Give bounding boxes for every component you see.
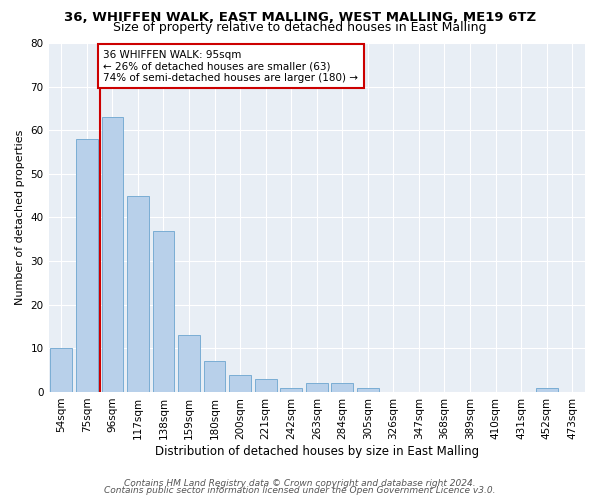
Text: Contains HM Land Registry data © Crown copyright and database right 2024.: Contains HM Land Registry data © Crown c… xyxy=(124,478,476,488)
Bar xyxy=(280,388,302,392)
Bar xyxy=(306,383,328,392)
Bar xyxy=(357,388,379,392)
Y-axis label: Number of detached properties: Number of detached properties xyxy=(15,130,25,305)
Text: 36, WHIFFEN WALK, EAST MALLING, WEST MALLING, ME19 6TZ: 36, WHIFFEN WALK, EAST MALLING, WEST MAL… xyxy=(64,11,536,24)
Bar xyxy=(255,379,277,392)
Bar xyxy=(101,117,123,392)
Text: Size of property relative to detached houses in East Malling: Size of property relative to detached ho… xyxy=(113,21,487,34)
Bar xyxy=(152,230,175,392)
Bar xyxy=(178,336,200,392)
Bar xyxy=(76,139,98,392)
Bar xyxy=(536,388,557,392)
Bar xyxy=(50,348,72,392)
Bar xyxy=(127,196,149,392)
Text: Contains public sector information licensed under the Open Government Licence v3: Contains public sector information licen… xyxy=(104,486,496,495)
Bar xyxy=(204,362,226,392)
X-axis label: Distribution of detached houses by size in East Malling: Distribution of detached houses by size … xyxy=(155,444,479,458)
Bar xyxy=(229,374,251,392)
Text: 36 WHIFFEN WALK: 95sqm
← 26% of detached houses are smaller (63)
74% of semi-det: 36 WHIFFEN WALK: 95sqm ← 26% of detached… xyxy=(103,50,358,82)
Bar xyxy=(331,383,353,392)
